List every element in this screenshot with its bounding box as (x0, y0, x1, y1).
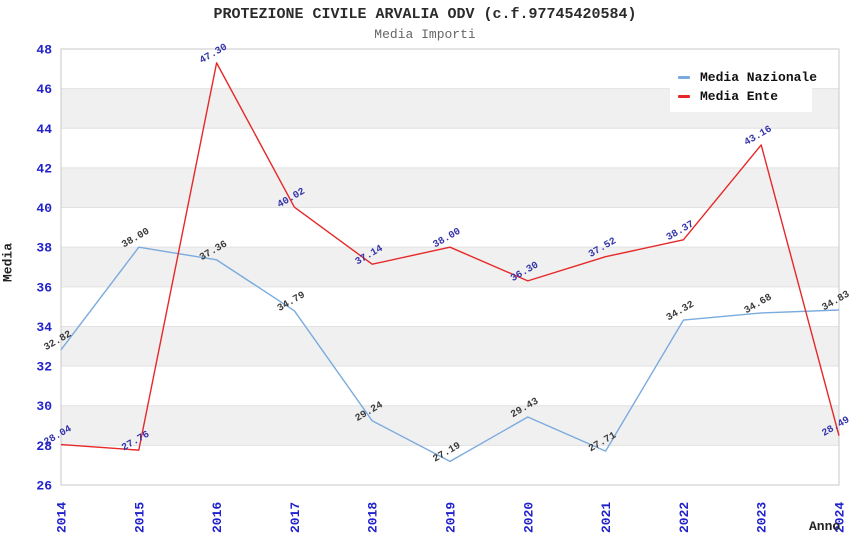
x-tick-label: 2014 (55, 502, 70, 533)
legend-label: Media Ente (700, 89, 779, 104)
y-tick-label: 30 (36, 399, 52, 414)
x-tick-label: 2018 (366, 502, 381, 533)
plot-band (61, 326, 839, 367)
x-tick-label: 2022 (677, 502, 692, 533)
y-tick-label: 28 (36, 439, 52, 454)
x-tick-label: 2019 (444, 502, 459, 533)
y-tick-label: 44 (36, 122, 52, 137)
x-tick-label: 2017 (288, 502, 303, 533)
x-tick-label: 2024 (833, 502, 848, 533)
x-tick-label: 2015 (132, 502, 147, 533)
x-tick-label: 2023 (755, 502, 770, 533)
x-tick-label: 2021 (599, 502, 614, 533)
chart-subtitle: Media Importi (374, 27, 476, 42)
legend: Media Nazionale Media Ente (670, 63, 817, 112)
y-tick-label: 38 (36, 241, 52, 256)
x-tick-label: 2020 (521, 502, 536, 533)
legend-item-media-ente: Media Ente (678, 87, 804, 106)
legend-swatch-nazionale-icon (678, 76, 690, 79)
plot-border (60, 48, 840, 486)
legend-swatch-ente-icon (678, 95, 690, 98)
legend-label: Media Nazionale (700, 70, 818, 85)
plot-band (61, 405, 839, 446)
plot-band (61, 167, 839, 208)
y-tick-label: 36 (36, 280, 52, 295)
y-tick-label: 32 (36, 360, 52, 375)
series-line-0 (60, 246, 840, 463)
y-tick-label: 46 (36, 82, 52, 97)
data-label-0: 34.32 (665, 300, 696, 325)
legend-item-media-nazionale: Media Nazionale (678, 68, 817, 87)
series-line-1 (60, 62, 840, 451)
y-tick-label: 42 (36, 161, 52, 176)
y-tick-label: 26 (36, 479, 52, 494)
data-label-0: 34.79 (276, 290, 307, 315)
chart-title: PROTEZIONE CIVILE ARVALIA ODV (c.f.97745… (213, 6, 637, 23)
x-tick-label: 2016 (210, 502, 225, 533)
x-axis-title: Anno (809, 519, 841, 534)
plot-band (61, 247, 839, 287)
y-tick-label: 40 (36, 201, 52, 216)
y-tick-label: 48 (36, 43, 52, 58)
y-tick-label: 34 (36, 320, 52, 335)
data-label-1: 47.30 (198, 42, 229, 67)
